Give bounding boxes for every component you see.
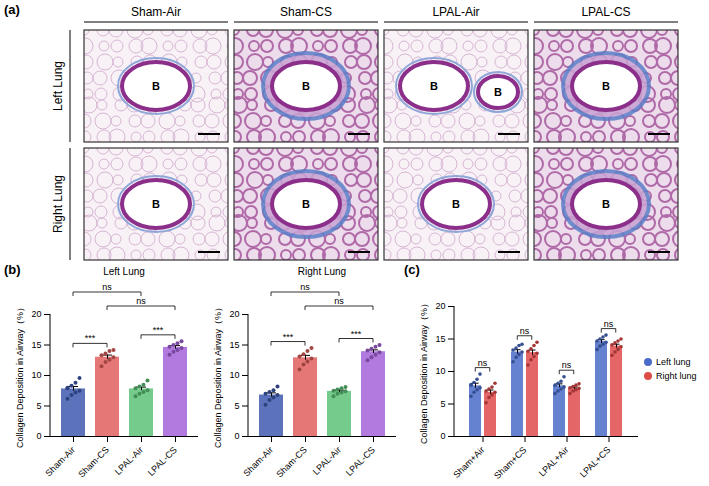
svg-text:0: 0 xyxy=(234,431,239,441)
svg-text:10: 10 xyxy=(229,370,239,380)
svg-text:LPAL-Air: LPAL-Air xyxy=(113,445,145,477)
svg-text:5: 5 xyxy=(440,399,445,409)
svg-text:B: B xyxy=(602,198,610,210)
svg-text:20: 20 xyxy=(435,301,445,311)
svg-text:***: *** xyxy=(85,333,96,343)
svg-text:15: 15 xyxy=(435,334,445,344)
svg-text:***: *** xyxy=(351,329,362,339)
html-text:Right lung: Right lung xyxy=(656,371,697,381)
svg-text:Sham+Air: Sham+Air xyxy=(451,445,486,480)
svg-text:Sham-Air: Sham-Air xyxy=(241,445,275,479)
svg-text:ns: ns xyxy=(478,358,488,368)
svg-text:Sham-CS: Sham-CS xyxy=(76,445,111,480)
html-text:Left Lung: Left Lung xyxy=(103,266,145,277)
svg-text:Sham-CS: Sham-CS xyxy=(274,445,309,480)
svg-text:LPAL-CS: LPAL-CS xyxy=(581,5,630,19)
svg-text:10: 10 xyxy=(435,366,445,376)
html-text:Left lung: Left lung xyxy=(656,357,691,367)
svg-text:B: B xyxy=(302,80,310,92)
html-text:(b): (b) xyxy=(4,262,21,277)
svg-text:Sham-Air: Sham-Air xyxy=(131,5,181,19)
svg-text:LPAL+Air: LPAL+Air xyxy=(537,445,571,479)
svg-text:ns: ns xyxy=(604,319,614,329)
html-text:(c): (c) xyxy=(404,262,420,277)
svg-text:Sham+CS: Sham+CS xyxy=(492,445,528,480)
svg-text:LPAL-Air: LPAL-Air xyxy=(432,5,479,19)
svg-text:B: B xyxy=(152,198,160,210)
svg-text:0: 0 xyxy=(36,431,41,441)
svg-text:LPAL-CS: LPAL-CS xyxy=(344,445,377,478)
svg-text:Sham-Air: Sham-Air xyxy=(43,445,77,479)
svg-text:***: *** xyxy=(153,325,164,335)
svg-text:B: B xyxy=(452,198,460,210)
svg-text:5: 5 xyxy=(234,401,239,411)
svg-text:LPAL+CS: LPAL+CS xyxy=(578,445,613,480)
svg-text:B: B xyxy=(602,80,610,92)
svg-text:ns: ns xyxy=(300,282,310,292)
svg-text:15: 15 xyxy=(229,340,239,350)
html-text:Right Lung: Right Lung xyxy=(297,266,347,277)
svg-text:Right Lung: Right Lung xyxy=(51,175,65,233)
svg-text:ns: ns xyxy=(136,296,146,306)
svg-text:ns: ns xyxy=(520,326,530,336)
svg-text:0: 0 xyxy=(440,431,445,441)
svg-text:***: *** xyxy=(283,332,294,342)
svg-text:Collagen Deposition in Airway（: Collagen Deposition in Airway（%） xyxy=(419,299,429,444)
svg-text:ns: ns xyxy=(334,296,344,306)
svg-text:Sham-CS: Sham-CS xyxy=(280,5,332,19)
svg-text:20: 20 xyxy=(31,309,41,319)
svg-text:10: 10 xyxy=(31,370,41,380)
svg-text:ns: ns xyxy=(102,282,112,292)
svg-text:LPAL-Air: LPAL-Air xyxy=(311,445,343,477)
svg-text:B: B xyxy=(152,80,160,92)
svg-text:B: B xyxy=(494,86,502,98)
svg-text:(a): (a) xyxy=(4,2,20,17)
svg-text:Collagen Deposition in Airway（: Collagen Deposition in Airway（%） xyxy=(213,303,223,448)
svg-text:20: 20 xyxy=(229,309,239,319)
svg-text:B: B xyxy=(302,198,310,210)
svg-text:ns: ns xyxy=(562,360,572,370)
svg-text:5: 5 xyxy=(36,401,41,411)
svg-text:Left Lung: Left Lung xyxy=(51,61,65,111)
svg-text:15: 15 xyxy=(31,340,41,350)
svg-text:B: B xyxy=(430,80,438,92)
svg-text:LPAL-CS: LPAL-CS xyxy=(146,445,179,478)
svg-text:Collagen Deposition in Airway（: Collagen Deposition in Airway（%） xyxy=(15,303,25,448)
